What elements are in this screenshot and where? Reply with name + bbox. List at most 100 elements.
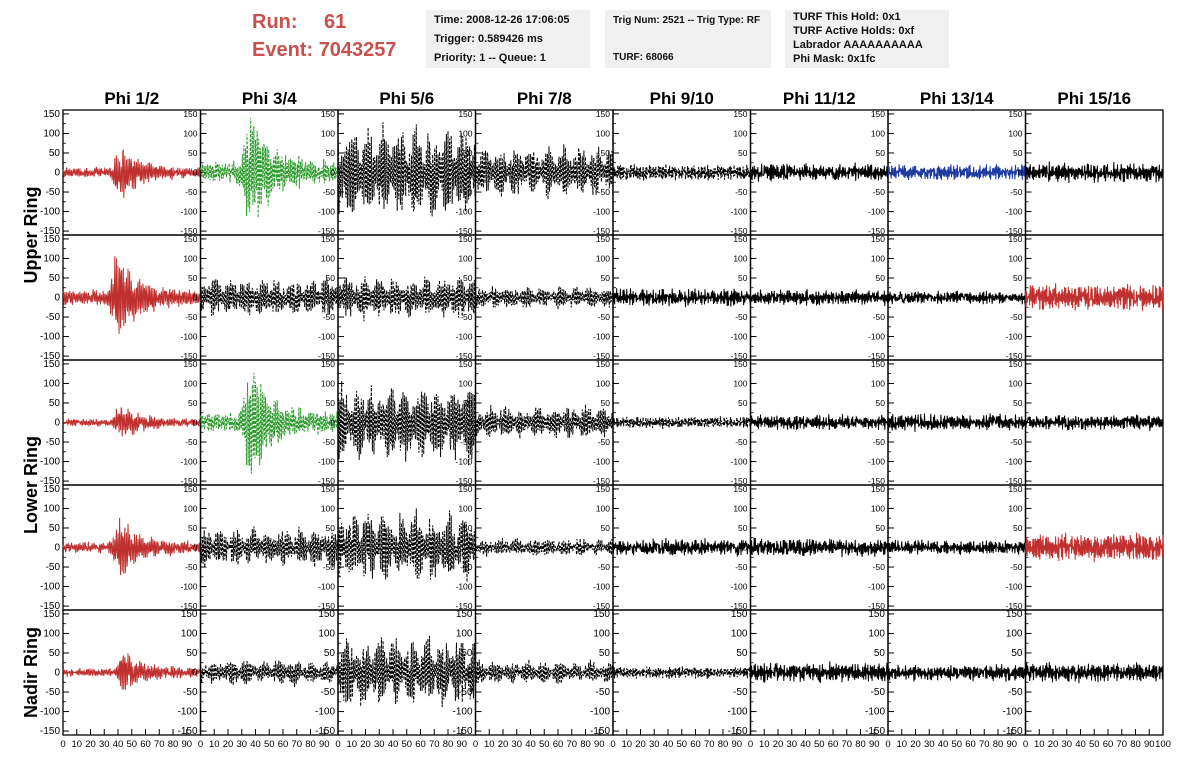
ytick-label-r2-c7-6: -150: [868, 351, 885, 361]
ytick-label-r3-c2-2: 50: [188, 398, 198, 408]
waveform-trace-r5-c5: [612, 666, 751, 680]
ytick-label-r4-c8-3: 0: [1018, 543, 1023, 553]
waveform-trace-r3-c6: [750, 413, 889, 431]
ytick-label-r1-c4-4: -50: [460, 187, 473, 197]
xtick-label-c4-1: 10: [484, 739, 495, 750]
ytick-label-r4-c3-0: 150: [321, 484, 335, 494]
xtick-label-c2-9: 90: [319, 739, 330, 750]
xtick-label-c7-1: 10: [896, 739, 907, 750]
ytick-label-r4-c2-5: -100: [180, 582, 197, 592]
ytick-label-r3-c8-2: 50: [1013, 398, 1023, 408]
ytick-label-r5-c1-4: -50: [46, 687, 61, 698]
ytick-label-r5-c4-0: 150: [456, 609, 473, 620]
ytick-label-r3-c6-1: 100: [733, 378, 747, 388]
xtick-label-c3-1: 10: [346, 739, 357, 750]
ytick-label-r4-c5-1: 100: [596, 503, 610, 513]
ytick-label-r3-c4-6: -150: [455, 476, 472, 486]
ytick-label-r3-c1-6: -150: [40, 476, 60, 487]
ytick-label-r2-c7-5: -100: [868, 332, 885, 342]
ytick-label-r5-c1-6: -150: [40, 726, 60, 737]
xtick-label-c7-0: 0: [885, 739, 890, 750]
xtick-label-c8-4: 40: [1075, 739, 1086, 750]
ytick-label-r2-c1-5: -100: [40, 332, 60, 343]
ytick-label-r2-c2-0: 150: [183, 234, 197, 244]
ytick-label-r1-c7-5: -100: [868, 207, 885, 217]
ytick-label-r5-c6-1: 100: [731, 628, 748, 639]
ytick-label-r3-c5-2: 50: [601, 398, 611, 408]
ytick-label-r2-c5-4: -50: [598, 312, 611, 322]
ytick-label-r3-c2-1: 100: [183, 378, 197, 388]
ytick-label-r2-c5-0: 150: [596, 234, 610, 244]
xtick-label-c3-5: 50: [401, 739, 412, 750]
waveform-trace-r5-c7: [887, 664, 1026, 682]
ytick-label-r5-c4-1: 100: [456, 628, 473, 639]
ytick-label-r5-c3-3: 0: [329, 668, 335, 679]
ytick-label-r1-c5-3: 0: [605, 168, 610, 178]
turf-info-box: TURF This Hold: 0x1 TURF Active Holds: 0…: [785, 10, 949, 68]
time-info-box: Time: 2008-12-26 17:06:05 Trigger: 0.589…: [426, 10, 590, 68]
ytick-label-r1-c3-4: -50: [323, 187, 336, 197]
ytick-label-r3-c8-4: -50: [1010, 437, 1023, 447]
ytick-label-r3-c5-6: -150: [593, 476, 610, 486]
ytick-label-r1-c8-4: -50: [1010, 187, 1023, 197]
ytick-label-r1-c2-6: -150: [180, 226, 197, 236]
ytick-label-r4-c8-1: 100: [1008, 503, 1022, 513]
ytick-label-r4-c4-6: -150: [455, 601, 472, 611]
xtick-label-c1-9: 90: [181, 739, 192, 750]
ytick-label-r3-c1-0: 150: [43, 359, 60, 370]
ytick-label-r1-c4-5: -100: [455, 207, 472, 217]
ytick-label-r4-c5-6: -150: [593, 601, 610, 611]
ytick-label-r4-c2-0: 150: [183, 484, 197, 494]
ytick-label-r2-c8-5: -100: [1005, 332, 1022, 342]
ytick-label-r3-c4-4: -50: [460, 437, 473, 447]
ytick-label-r1-c1-4: -50: [46, 187, 61, 198]
column-header-7: Phi 13/14: [920, 89, 994, 108]
ytick-label-r2-c2-1: 100: [183, 253, 197, 263]
xtick-label-c4-9: 90: [594, 739, 605, 750]
ytick-label-r5-c4-2: 50: [461, 648, 473, 659]
ytick-label-r3-c7-3: 0: [880, 418, 885, 428]
time-line: Time: 2008-12-26 17:06:05: [434, 14, 570, 26]
ytick-label-r4-c7-0: 150: [871, 484, 885, 494]
column-header-3: Phi 5/6: [379, 89, 434, 108]
waveform-trace-r1-c7: [887, 164, 1026, 181]
ytick-label-r4-c4-0: 150: [458, 484, 472, 494]
waveform-trace-r3-c3: [337, 381, 476, 466]
ytick-label-r5-c7-3: 0: [879, 668, 885, 679]
ytick-label-r4-c1-1: 100: [43, 503, 60, 514]
ytick-label-r1-c6-5: -100: [730, 207, 747, 217]
ytick-label-r3-c3-3: 0: [330, 418, 335, 428]
ytick-label-r4-c3-5: -100: [318, 582, 335, 592]
ytick-label-r2-c8-2: 50: [1013, 273, 1023, 283]
ytick-label-r4-c8-4: -50: [1010, 562, 1023, 572]
xtick-label-c7-2: 20: [910, 739, 921, 750]
ytick-label-r1-c3-0: 150: [321, 109, 335, 119]
row-group-label-3: Nadir Ring: [21, 627, 41, 718]
ytick-label-r4-c6-3: 0: [743, 543, 748, 553]
ytick-label-r1-c7-3: 0: [880, 168, 885, 178]
ytick-label-r3-c2-3: 0: [193, 418, 198, 428]
ytick-label-r2-c5-3: 0: [605, 293, 610, 303]
ytick-label-r2-c1-4: -50: [46, 312, 61, 323]
ytick-label-r5-c7-1: 100: [868, 628, 885, 639]
ytick-label-r4-c4-3: 0: [468, 543, 473, 553]
ytick-label-r4-c6-5: -100: [730, 582, 747, 592]
ytick-label-r1-c8-1: 100: [1008, 128, 1022, 138]
xtick-label-c2-5: 50: [264, 739, 275, 750]
ytick-label-r5-c3-0: 150: [318, 609, 335, 620]
xtick-label-c1-2: 20: [85, 739, 96, 750]
waveform-trace-r2-c8: [1025, 283, 1164, 311]
ytick-label-r1-c7-2: 50: [876, 148, 886, 158]
ytick-label-r4-c7-4: -50: [873, 562, 886, 572]
ytick-label-r5-c6-0: 150: [731, 609, 748, 620]
ytick-label-r1-c7-6: -150: [868, 226, 885, 236]
ytick-label-r2-c7-3: 0: [880, 293, 885, 303]
xtick-label-c1-7: 70: [154, 739, 165, 750]
ytick-label-r2-c4-0: 150: [458, 234, 472, 244]
xtick-label-c3-6: 60: [415, 739, 426, 750]
waveform-trace-r3-c4: [475, 404, 614, 439]
ytick-label-r5-c2-0: 150: [181, 609, 198, 620]
priority-line: Priority: 1 -- Queue: 1: [434, 52, 546, 64]
waveform-trace-r1-c3: [337, 122, 476, 217]
ytick-label-r2-c2-6: -150: [180, 351, 197, 361]
